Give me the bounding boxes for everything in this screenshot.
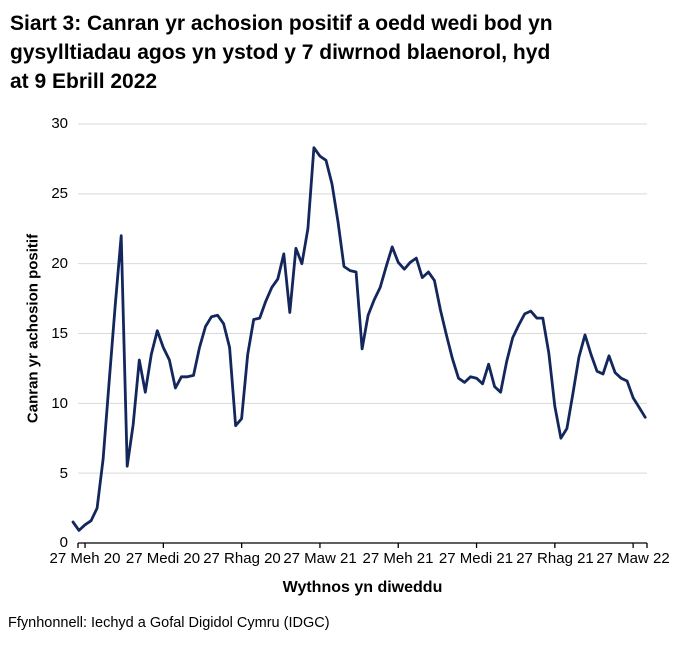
y-tick-label: 10 — [51, 395, 68, 412]
y-axis-title: Canran yr achosion positif — [24, 233, 42, 424]
y-tick-label: 20 — [51, 255, 68, 272]
chart-title: Siart 3: Canran yr achosion positif a oe… — [10, 9, 675, 96]
x-tick-label: 27 Medi 20 — [125, 550, 201, 567]
x-tick-label: 27 Meh 20 — [49, 550, 121, 567]
x-tick-label: 27 Rhag 20 — [203, 550, 281, 567]
chart-title-line-1: Siart 3: Canran yr achosion positif a oe… — [10, 12, 553, 35]
data-line — [71, 146, 647, 532]
x-tick-label: 27 Medi 21 — [438, 550, 514, 567]
x-tick-label: 27 Maw 21 — [283, 550, 357, 567]
chart-title-line-2: gysylltiadau agos yn ystod y 7 diwrnod b… — [10, 41, 551, 64]
y-tick-label: 15 — [51, 325, 68, 342]
y-tick-label: 30 — [51, 115, 68, 132]
x-axis-title: Wythnos yn diweddu — [282, 579, 443, 596]
y-tick-label: 25 — [51, 185, 68, 202]
gridlines — [78, 123, 647, 474]
y-tick-label: 0 — [59, 534, 68, 551]
y-tick-label: 5 — [59, 465, 68, 482]
x-tick-label: 27 Maw 22 — [596, 550, 670, 567]
chart-title-line-3: at 9 Ebrill 2022 — [10, 70, 158, 93]
x-tick-label: 27 Meh 21 — [362, 550, 434, 567]
source-note: Ffynhonnell: Iechyd a Gofal Digidol Cymr… — [8, 615, 330, 631]
x-axis — [77, 542, 648, 548]
x-tick-label: 27 Rhag 21 — [516, 550, 594, 567]
